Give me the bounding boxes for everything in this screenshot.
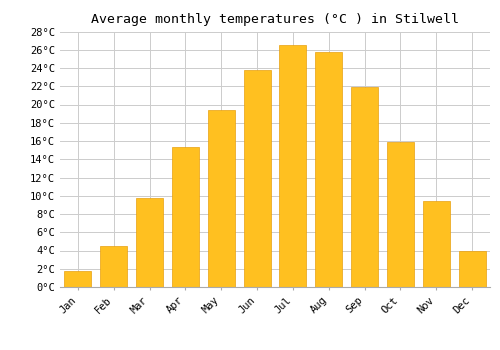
- Bar: [208, 110, 234, 287]
- Bar: [351, 87, 378, 287]
- Bar: [244, 70, 270, 287]
- Bar: [280, 45, 306, 287]
- Bar: [316, 51, 342, 287]
- Bar: [100, 246, 127, 287]
- Title: Average monthly temperatures (°C ) in Stilwell: Average monthly temperatures (°C ) in St…: [91, 13, 459, 26]
- Bar: [387, 142, 414, 287]
- Bar: [458, 251, 485, 287]
- Bar: [423, 201, 450, 287]
- Bar: [172, 147, 199, 287]
- Bar: [64, 271, 92, 287]
- Bar: [136, 198, 163, 287]
